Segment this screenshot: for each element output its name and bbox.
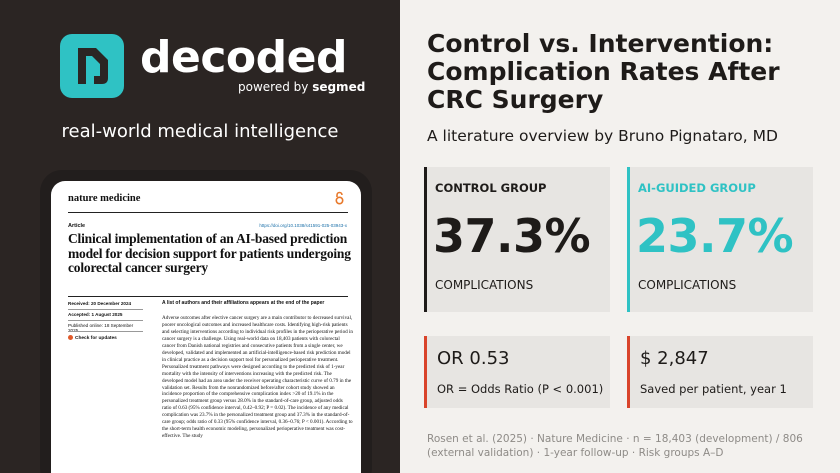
tagline: real-world medical intelligence: [61, 121, 339, 142]
partner-name: segmed: [312, 80, 366, 94]
divider: [68, 212, 348, 213]
control-group-card: CONTROL GROUP 37.3% COMPLICATIONS: [424, 167, 610, 312]
stat-sub: Saved per patient, year 1: [640, 382, 787, 396]
published-date: Published online: 18 September 2025: [68, 323, 134, 333]
source-footnote: Rosen et al. (2025) · Nature Medicine · …: [427, 433, 803, 459]
divider: [68, 309, 143, 310]
card-value: 37.3%: [433, 209, 591, 263]
card-label: AI-GUIDED GROUP: [638, 181, 756, 195]
divider: [68, 320, 143, 321]
article-type: Article: [68, 223, 86, 229]
received-date: Received: 20 December 2024: [68, 301, 132, 306]
savings-card: $ 2,847 Saved per patient, year 1: [627, 336, 813, 408]
card-label: CONTROL GROUP: [435, 181, 547, 195]
card-accent-bar: [424, 336, 427, 408]
card-accent-bar: [627, 336, 630, 408]
divider: [68, 296, 348, 297]
powered-by-label: powered by: [238, 80, 309, 94]
powered-by: powered by segmed: [238, 80, 365, 94]
paper-title: Clinical implementation of an AI-based p…: [68, 231, 351, 275]
brand-name: decoded: [140, 32, 347, 83]
abstract-text: Adverse outcomes after elective cancer s…: [162, 315, 354, 440]
card-value: 23.7%: [636, 209, 794, 263]
card-accent-bar: [424, 167, 427, 312]
doi-link[interactable]: https://doi.org/10.1038/s41591-025-03943…: [259, 223, 347, 228]
journal-name: nature medicine: [68, 193, 141, 204]
card-sub: COMPLICATIONS: [435, 278, 534, 292]
page-subtitle: A literature overview by Bruno Pignataro…: [427, 127, 778, 145]
check-updates-link[interactable]: Check for updates: [68, 335, 117, 341]
ai-group-card: AI-GUIDED GROUP 23.7% COMPLICATIONS: [627, 167, 813, 312]
authors-note: A list of authors and their affiliations…: [162, 300, 325, 306]
card-accent-bar: [627, 167, 630, 312]
stat-value: OR 0.53: [437, 348, 510, 369]
stat-sub: OR = Odds Ratio (P < 0.001): [437, 382, 604, 396]
page-title: Control vs. Intervention: Complication R…: [427, 29, 780, 114]
accepted-date: Accepted: 1 August 2025: [68, 312, 123, 317]
decoded-logo-icon: [60, 34, 124, 98]
open-access-icon: [335, 191, 344, 205]
card-sub: COMPLICATIONS: [638, 278, 737, 292]
divider: [68, 331, 143, 332]
stat-value: $ 2,847: [640, 348, 709, 369]
odds-ratio-card: OR 0.53 OR = Odds Ratio (P < 0.001): [424, 336, 610, 408]
paper-preview: nature medicine Article https://doi.org/…: [51, 181, 361, 473]
